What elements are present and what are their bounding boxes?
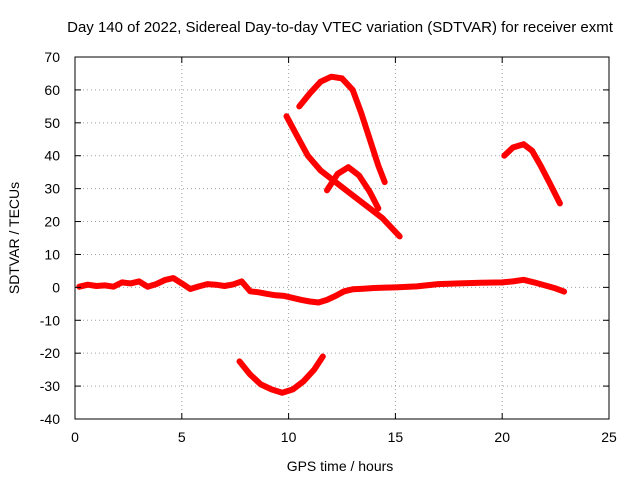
y-tick-label: 20 [44, 214, 60, 230]
y-tick-label: 10 [44, 246, 60, 262]
x-tick-label: 10 [281, 429, 297, 445]
y-tick-label: 70 [44, 49, 60, 65]
series-arc-right [501, 141, 563, 207]
series-arc-mid [324, 164, 382, 212]
chart-title: Day 140 of 2022, Sidereal Day-to-day VTE… [67, 19, 614, 36]
plot-frame [74, 56, 610, 420]
data-series [76, 73, 568, 396]
x-axis-label: GPS time / hours [287, 458, 394, 474]
axis-ticks: 0 5 10 15 20 25 -40 -30 -20 -10 0 10 20 30 40 50 60 70 [40, 49, 617, 445]
y-tick-label: -20 [40, 345, 60, 361]
x-tick-label: 20 [494, 429, 510, 445]
y-tick-label: -30 [40, 378, 60, 394]
y-tick-label: -40 [40, 411, 60, 427]
series-arc-negative [236, 353, 326, 396]
y-tick-label: -10 [40, 312, 60, 328]
x-tick-label: 5 [178, 429, 186, 445]
x-tick-label: 0 [71, 429, 79, 445]
grid [75, 57, 609, 419]
y-tick-label: 30 [44, 181, 60, 197]
y-tick-label: 50 [44, 115, 60, 131]
y-tick-label: 60 [44, 82, 60, 98]
y-tick-label: 40 [44, 148, 60, 164]
series-arc-top [296, 73, 388, 186]
y-axis-label: SDTVAR / TECUs [6, 182, 22, 294]
x-tick-label: 15 [388, 429, 404, 445]
series-baseline [76, 275, 568, 306]
x-tick-label: 25 [601, 429, 617, 445]
y-tick-label: 0 [52, 279, 60, 295]
